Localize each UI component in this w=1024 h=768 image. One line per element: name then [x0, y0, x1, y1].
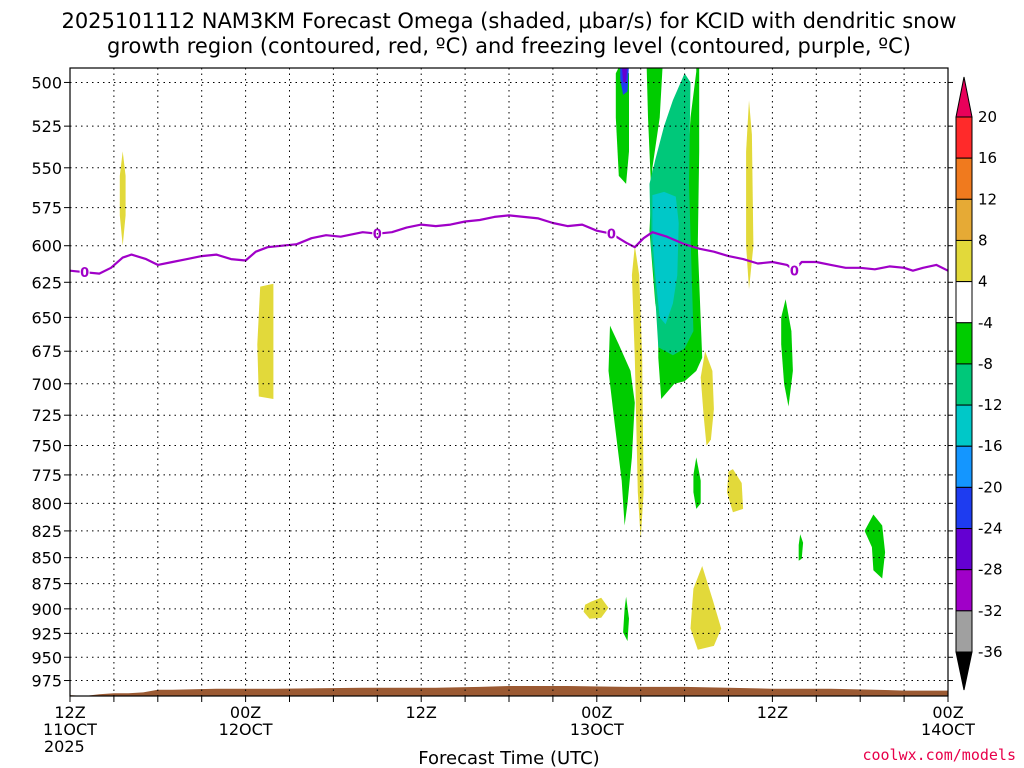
- y-tick-label: 600: [31, 237, 62, 256]
- y-tick-label: 500: [31, 73, 62, 92]
- x-tick-label: 2025: [44, 737, 85, 756]
- colorbar-swatch: [955, 239, 973, 283]
- omega-region-4: [119, 151, 126, 246]
- y-tick-label: 750: [31, 437, 62, 456]
- y-tick-label: 975: [31, 672, 62, 691]
- y-axis: 500 525 550 575 600 625 650 675 700 725 750 775 800 8…: [31, 73, 953, 691]
- y-tick-label: 850: [31, 549, 62, 568]
- freezing-level-line: [70, 214, 948, 275]
- x-tick-label: 00Z: [581, 703, 612, 722]
- svg-text:0: 0: [80, 266, 89, 281]
- x-tick-label: 00Z: [230, 703, 261, 722]
- colorbar-label: 12: [978, 190, 997, 208]
- omega-region--4: [864, 514, 886, 579]
- x-tick-label: 12Z: [406, 703, 437, 722]
- omega-region--4: [693, 457, 701, 509]
- colorbar: 20 16 12 8 4 -4 -8 -12 -16 -20 -24 -28 -32 -36: [955, 76, 1003, 691]
- y-tick-label: 775: [31, 466, 62, 485]
- omega-region--12: [652, 191, 679, 325]
- omega-region--4: [623, 596, 629, 642]
- omega-region-4: [257, 283, 274, 399]
- colorbar-swatch: [955, 610, 973, 653]
- colorbar-swatch: [955, 198, 973, 241]
- colorbar-label: -32: [978, 602, 1003, 620]
- colorbar-swatch: [955, 322, 973, 365]
- colorbar-swatch: [955, 157, 973, 200]
- omega-region-4: [746, 100, 754, 290]
- chart-title-line1: 2025101112 NAM3KM Forecast Omega (shaded…: [61, 9, 956, 33]
- colorbar-swatch: [955, 363, 973, 406]
- omega-region--28: [621, 68, 628, 83]
- colorbar-label: -8: [978, 355, 993, 373]
- y-tick-label: 800: [31, 494, 62, 513]
- colorbar-label: -36: [978, 643, 1003, 661]
- colorbar-bottom-arrow: [955, 651, 973, 691]
- colorbar-swatch: [955, 445, 973, 488]
- x-tick-label: 14OCT: [921, 720, 975, 739]
- y-tick-label: 950: [31, 648, 62, 667]
- credit-text: coolwx.com/models: [862, 746, 1016, 764]
- colorbar-label: 4: [978, 273, 988, 291]
- colorbar-label: -20: [978, 478, 1003, 496]
- y-tick-label: 875: [31, 575, 62, 594]
- x-tick-label: 12OCT: [219, 720, 273, 739]
- freezing-level-label: 0: [606, 226, 617, 243]
- colorbar-label: 8: [978, 231, 988, 249]
- colorbar-label: -12: [978, 396, 1003, 414]
- colorbar-swatch: [955, 281, 973, 324]
- x-tick-label: 12Z: [757, 703, 788, 722]
- colorbar-swatch: [955, 404, 973, 447]
- omega-region-4: [727, 469, 744, 513]
- y-tick-label: 725: [31, 406, 62, 425]
- colorbar-label: 16: [978, 149, 997, 167]
- y-tick-label: 675: [31, 342, 62, 361]
- colorbar-swatch: [955, 528, 973, 571]
- y-tick-label: 825: [31, 522, 62, 541]
- svg-text:0: 0: [790, 265, 799, 280]
- y-tick-label: 525: [31, 117, 62, 136]
- colorbar-swatch: [955, 116, 973, 159]
- y-tick-label: 925: [31, 624, 62, 643]
- y-tick-label: 575: [31, 199, 62, 218]
- omega-region--4: [608, 325, 635, 526]
- chart-title-line2: growth region (contoured, red, ºC) and f…: [107, 34, 911, 58]
- omega-region--4: [781, 299, 793, 407]
- plot-area: 0 0 0 0: [70, 68, 948, 696]
- colorbar-top-arrow: [955, 76, 973, 118]
- freezing-level-label: 0: [79, 265, 90, 281]
- colorbar-swatch: [955, 569, 973, 612]
- svg-text:0: 0: [607, 228, 616, 243]
- colorbar-swatch: [955, 486, 973, 530]
- x-tick-label: 11OCT: [43, 720, 97, 739]
- omega-region--4: [798, 534, 804, 561]
- omega-region--4: [615, 68, 629, 184]
- omega-region-4: [583, 597, 609, 619]
- y-tick-label: 650: [31, 308, 62, 327]
- y-tick-label: 625: [31, 273, 62, 292]
- omega-region-4: [700, 351, 714, 446]
- grid: [70, 68, 948, 696]
- x-tick-label: 13OCT: [570, 720, 624, 739]
- x-tick-label: 00Z: [932, 703, 963, 722]
- svg-text:0: 0: [373, 228, 382, 243]
- freezing-level-label: 0: [372, 226, 383, 243]
- x-axis-label: Forecast Time (UTC): [418, 748, 599, 768]
- omega-region-4: [631, 245, 644, 540]
- colorbar-label: 20: [978, 108, 997, 126]
- omega-region-4: [690, 566, 722, 650]
- colorbar-label: -24: [978, 520, 1003, 538]
- freezing-level-label: 0: [789, 263, 800, 280]
- y-tick-label: 550: [31, 159, 62, 178]
- colorbar-label: -28: [978, 561, 1003, 579]
- colorbar-label: -16: [978, 437, 1003, 455]
- colorbar-label: -4: [978, 314, 993, 332]
- y-tick-label: 900: [31, 600, 62, 619]
- x-tick-label: 12Z: [54, 703, 85, 722]
- y-tick-label: 700: [31, 375, 62, 394]
